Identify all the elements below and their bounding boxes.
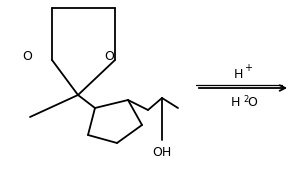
Text: O: O: [104, 51, 114, 64]
Text: +: +: [244, 63, 252, 73]
Text: H: H: [230, 96, 240, 108]
Text: O: O: [22, 51, 32, 64]
Text: OH: OH: [153, 146, 172, 159]
Text: H: H: [233, 68, 243, 80]
Text: O: O: [247, 96, 257, 108]
Text: 2: 2: [243, 96, 249, 105]
